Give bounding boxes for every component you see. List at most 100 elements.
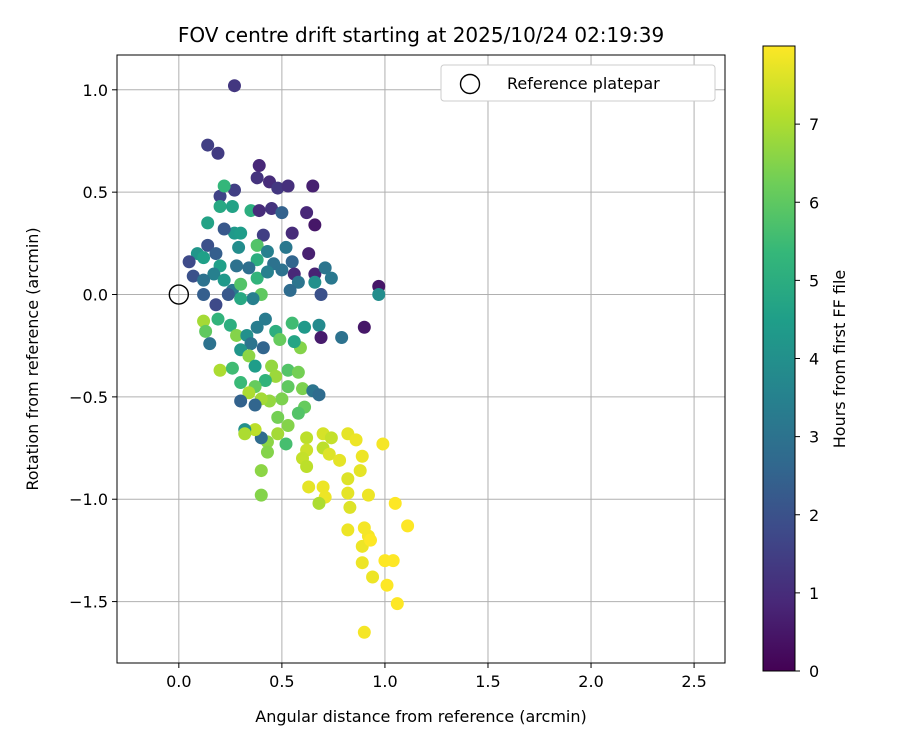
scatter-point (230, 259, 244, 273)
legend-reference-icon (459, 73, 481, 95)
scatter-point (248, 423, 262, 437)
scatter-point (302, 247, 316, 261)
scatter-point (260, 265, 274, 279)
scatter-point (244, 337, 258, 351)
colorbar-tick-label: 5 (809, 271, 819, 290)
scatter-point (252, 159, 266, 173)
scatter-point (341, 472, 355, 486)
colorbar-label: Hours from first FF file (830, 270, 849, 449)
colorbar-ticks: 0 1 2 3 4 5 6 7 (795, 115, 819, 681)
scatter-point (199, 324, 213, 338)
colorbar-tick-label: 7 (809, 115, 819, 134)
x-tick-label: 1.5 (475, 672, 500, 691)
y-tick-label: −0.5 (69, 388, 108, 407)
scatter-point (314, 331, 328, 345)
scatter-point (234, 394, 248, 408)
scatter-point (308, 275, 322, 289)
y-tick-label: 0.5 (83, 183, 108, 202)
scatter-point (312, 496, 326, 510)
scatter-point (349, 433, 363, 447)
scatter-point (234, 277, 248, 291)
scatter-point (312, 388, 326, 402)
x-axis-label: Angular distance from reference (arcmin) (255, 707, 586, 726)
scatter-point (248, 398, 262, 412)
scatter-point (285, 255, 299, 269)
scatter-point (197, 288, 211, 302)
scatter-point (341, 523, 355, 537)
scatter-point (285, 226, 299, 240)
scatter-point (197, 273, 211, 287)
colorbar-tick-label: 1 (809, 584, 819, 603)
scatter-point (234, 376, 248, 390)
plot-frame (116, 54, 726, 664)
scatter-point (376, 437, 390, 451)
scatter-point (217, 179, 231, 193)
scatter-point (388, 496, 402, 510)
x-tick-label: 0.0 (166, 672, 191, 691)
scatter-point (250, 320, 264, 334)
scatter-point (281, 419, 295, 433)
legend-entry-reference: Reference platepar (507, 74, 660, 93)
scatter-point (281, 363, 295, 377)
scatter-point (211, 146, 225, 160)
scatter-point (201, 216, 215, 230)
colorbar-tick-label: 4 (809, 350, 819, 369)
scatter-point (250, 271, 264, 285)
scatter-point (335, 331, 349, 345)
scatter-point (306, 179, 320, 193)
scatter-point (269, 369, 283, 383)
scatter-point (260, 245, 274, 259)
scatter-point (322, 447, 336, 461)
scatter-point (209, 247, 223, 261)
scatter-point (380, 578, 394, 592)
scatter-point (366, 570, 380, 584)
scatter-point (232, 240, 246, 254)
colorbar-tick-label: 2 (809, 506, 819, 525)
scatter-point (275, 263, 289, 277)
scatter-point (318, 261, 332, 275)
scatter-point (302, 480, 316, 494)
colorbar-tick-label: 0 (809, 662, 819, 681)
scatter-point (343, 500, 357, 514)
scatter-point (291, 275, 305, 289)
data-points (182, 79, 415, 639)
scatter-point (258, 373, 272, 387)
scatter-point (250, 171, 264, 185)
scatter-point (364, 533, 378, 547)
y-tick-label: −1.0 (69, 490, 108, 509)
reference-platepar-marker (168, 284, 190, 305)
scatter-point (213, 199, 227, 213)
scatter-point (300, 206, 314, 220)
scatter-point (355, 556, 369, 570)
scatter-point (211, 312, 225, 326)
scatter-point (295, 382, 309, 396)
scatter-point (248, 359, 262, 373)
x-axis-ticks: 0.0 0.5 1.0 1.5 2.0 2.5 (166, 663, 707, 691)
scatter-point (291, 406, 305, 420)
scatter-point (250, 253, 264, 267)
y-axis-label: Rotation from reference (arcmin) (23, 227, 42, 490)
scatter-point (238, 427, 252, 441)
scatter-point (250, 238, 264, 252)
scatter-point (182, 255, 196, 269)
scatter-point (256, 228, 270, 242)
scatter-point (312, 318, 326, 332)
scatter-point (209, 298, 223, 312)
scatter-point (271, 181, 285, 195)
scatter-point (217, 222, 231, 236)
scatter-point (221, 288, 235, 302)
y-tick-label: 0.0 (83, 286, 108, 305)
scatter-point (213, 363, 227, 377)
scatter-point (333, 453, 347, 467)
legend: Reference platepar (440, 64, 716, 102)
scatter-point (298, 320, 312, 334)
scatter-point (308, 218, 322, 232)
scatter-point (254, 464, 268, 478)
scatter-point (223, 318, 237, 332)
scatter-point (242, 386, 256, 400)
scatter-point (256, 341, 270, 355)
scatter-point (287, 335, 301, 349)
scatter-point (203, 337, 217, 351)
scatter-point (401, 519, 415, 533)
x-tick-label: 1.0 (372, 672, 397, 691)
